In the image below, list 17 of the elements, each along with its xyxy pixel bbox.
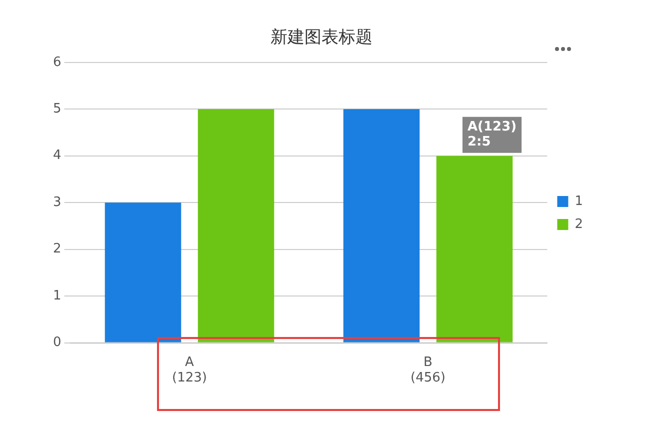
bar	[198, 109, 274, 342]
bar	[104, 202, 182, 342]
y-tick-label: 1	[52, 288, 62, 304]
y-tick-label: 6	[52, 54, 62, 70]
y-tick-label: 4	[52, 148, 62, 164]
annotation: A(123) 2:5	[467, 120, 517, 150]
y-tick-label: 2	[52, 242, 62, 257]
chart-title: 新建图表标题	[270, 28, 372, 48]
y-tick-label: 0	[52, 335, 62, 350]
bar	[343, 109, 420, 342]
y-tick-label: 3	[52, 194, 62, 210]
legend-label: 1	[574, 194, 584, 209]
x-tick-label: B (456)	[410, 354, 446, 386]
legend-label: 2	[574, 216, 584, 232]
y-tick-label: 5	[52, 102, 62, 117]
bar	[436, 156, 513, 342]
x-tick-label: A (123)	[172, 354, 207, 386]
